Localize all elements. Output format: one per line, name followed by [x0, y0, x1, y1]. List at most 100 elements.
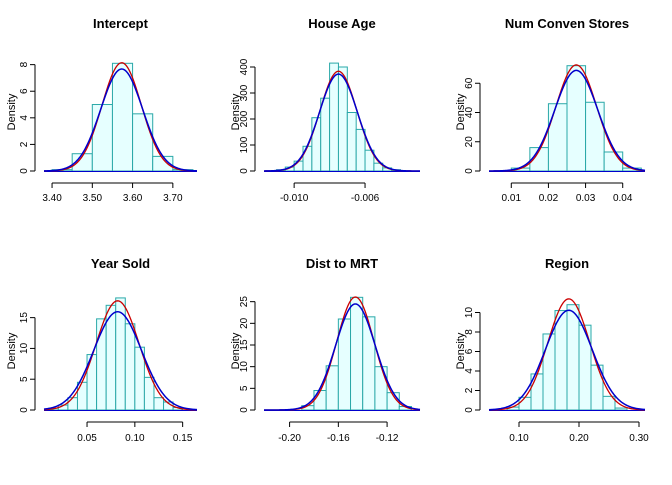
y-tick-label: 200: [239, 110, 250, 127]
y-tick-label: 5: [239, 385, 250, 391]
y-axis: 0 5 10 15: [19, 312, 36, 413]
y-tick-label: 60: [464, 77, 475, 89]
histogram-bar: [542, 333, 556, 411]
x-axis: 3.40 3.50 3.60 3.70: [42, 182, 183, 204]
y-tick-label: 0: [239, 168, 250, 174]
histogram-bar: [132, 113, 154, 172]
y-tick-label: 10: [464, 307, 475, 319]
histogram-bars: [510, 65, 642, 172]
y-tick-label: 400: [239, 58, 250, 75]
y-tick-label: 0: [239, 407, 250, 413]
histogram-bars: [51, 62, 194, 172]
x-tick-label: 0.05: [77, 433, 97, 444]
histogram-bar: [547, 103, 568, 172]
x-tick-label: 0.30: [629, 433, 649, 444]
y-axis-label: Density: [455, 332, 467, 369]
density-curve: [43, 62, 198, 172]
panel-title: Dist to MRT: [306, 256, 378, 271]
normal-curve: [43, 310, 198, 411]
y-tick-label: 0: [464, 407, 475, 413]
y-axis: 0 5 10 15 20 25: [239, 296, 256, 413]
panel-title: House Age: [308, 16, 375, 31]
normal-curve: [488, 309, 646, 411]
y-axis-label: Density: [6, 93, 18, 130]
y-tick-label: 0: [19, 407, 30, 413]
x-tick-label: 0.01: [502, 193, 522, 204]
histogram-bar: [346, 112, 357, 172]
y-tick-label: 300: [239, 84, 250, 101]
x-axis: -0.010 -0.006: [280, 182, 380, 204]
x-tick-label: 0.10: [125, 433, 145, 444]
x-tick-label: -0.12: [376, 433, 399, 444]
histogram-bars: [506, 304, 628, 411]
y-tick-label: 2: [19, 141, 30, 147]
y-tick-label: 6: [19, 88, 30, 94]
y-tick-label: 4: [19, 115, 30, 121]
panel-title: Year Sold: [91, 256, 150, 271]
y-tick-label: 15: [19, 312, 30, 324]
histogram-bar: [67, 397, 78, 411]
histogram-bar: [76, 381, 88, 411]
y-axis-label: Density: [230, 332, 242, 369]
histogram-bar: [320, 97, 331, 172]
histogram-bar: [91, 104, 113, 172]
normal-curve: [263, 73, 420, 172]
density-curve: [488, 298, 646, 411]
histogram-bar: [585, 101, 605, 172]
y-tick-label: 15: [239, 339, 250, 351]
x-tick-label: 0.03: [576, 193, 596, 204]
y-axis-label: Density: [455, 93, 467, 130]
normal-curve: [264, 303, 421, 411]
y-axis-label: Density: [6, 332, 18, 369]
y-tick-label: 2: [464, 387, 475, 393]
panel-num-conven-stores: Num Conven Stores Density 0.01 0.02 0.03 0.04…: [455, 16, 646, 204]
y-axis-label: Density: [230, 93, 242, 130]
panel-title: Intercept: [93, 16, 149, 31]
histogram-bar: [302, 145, 313, 172]
panel-year-sold: Year Sold Density 0.05 0.10 0.15 0 5 10 15: [6, 256, 198, 444]
x-tick-label: 0.04: [613, 193, 633, 204]
x-tick-label: -0.010: [280, 193, 309, 204]
density-curve: [43, 300, 198, 411]
y-tick-label: 20: [464, 136, 475, 148]
panel-title: Num Conven Stores: [505, 16, 629, 31]
y-axis: 0 100 200 300 400: [239, 58, 256, 174]
histogram-bar: [518, 396, 532, 411]
panel-intercept: Intercept Density 3.40 3.50 3.60 3.70 0 2 4 6 8: [6, 16, 198, 204]
panel-region: Region Density 0.10 0.20 0.30 0 2 4 6 8 10: [455, 256, 649, 444]
y-tick-label: 4: [464, 368, 475, 374]
x-axis: 0.10 0.20 0.30: [509, 421, 649, 444]
x-tick-label: 0.20: [569, 433, 589, 444]
y-tick-label: 6: [464, 348, 475, 354]
panel-dist-to-mrt: Dist to MRT Density -0.20 -0.16 -0.12 0 5 10 15 2…: [230, 256, 421, 444]
histogram-bar: [578, 324, 592, 411]
histogram-bar: [374, 366, 388, 411]
panel-title: Region: [545, 256, 589, 271]
x-axis: -0.20 -0.16 -0.12: [278, 421, 399, 444]
x-tick-label: 3.60: [123, 193, 143, 204]
normal-curve: [489, 69, 646, 172]
x-tick-label: 0.15: [173, 433, 193, 444]
y-tick-label: 5: [19, 376, 30, 382]
histogram-bar: [124, 323, 136, 411]
x-tick-label: 3.70: [163, 193, 183, 204]
y-tick-label: 10: [19, 342, 30, 354]
x-tick-label: 0.10: [509, 433, 529, 444]
histogram-bar: [566, 304, 580, 411]
y-tick-label: 8: [19, 61, 30, 67]
y-tick-label: 25: [239, 296, 250, 308]
histogram-bar: [313, 390, 327, 411]
histogram-bar: [614, 407, 628, 411]
histogram-bar: [566, 65, 587, 172]
x-axis: 0.05 0.10 0.15: [77, 421, 193, 444]
histogram-bars: [301, 296, 412, 411]
y-tick-label: 100: [239, 136, 250, 153]
histogram-bars: [275, 62, 401, 172]
histogram-bar: [311, 117, 322, 172]
panel-house-age: House Age Density -0.010 -0.006 0 100 200 300 40…: [230, 16, 420, 204]
x-tick-label: -0.16: [327, 433, 350, 444]
y-tick-label: 0: [19, 168, 30, 174]
normal-curve: [43, 68, 198, 172]
y-tick-label: 0: [464, 168, 475, 174]
